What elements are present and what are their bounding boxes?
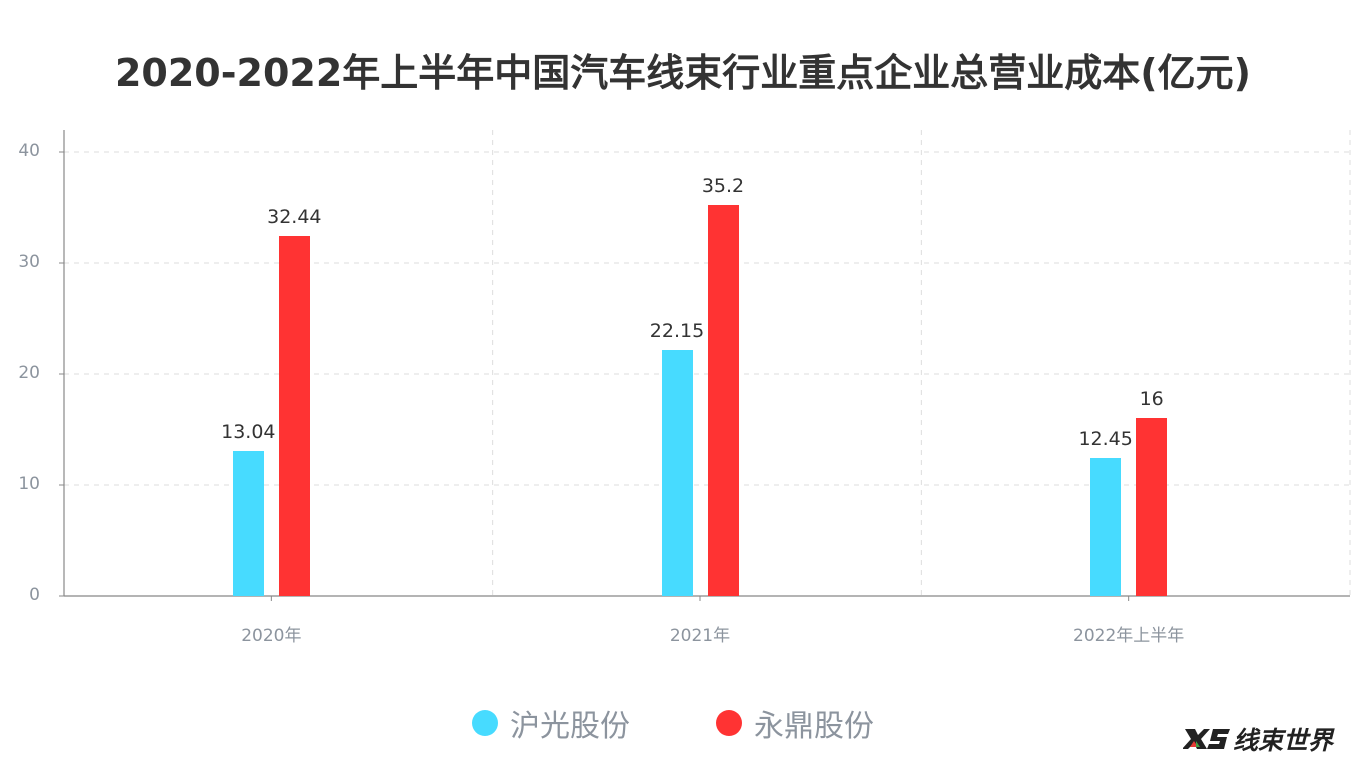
bar-yongding[interactable]	[278, 235, 310, 596]
legend-label: 沪光股份	[510, 709, 630, 744]
legend-dot-icon	[472, 710, 498, 736]
data-value-label: 22.15	[649, 320, 705, 343]
x-tick-label: 2021年	[669, 626, 731, 646]
bar-yongding[interactable]	[707, 205, 739, 596]
y-tick-label: 0	[29, 585, 40, 605]
y-tick-label: 20	[18, 363, 40, 383]
legend-item-hugang[interactable]: 沪光股份	[472, 701, 630, 745]
data-value-label: 35.2	[701, 175, 745, 198]
legend-item-yongding[interactable]: 永鼎股份	[716, 701, 874, 745]
watermark-logo: 线束世界	[1183, 721, 1333, 757]
x-tick-label: 2022年上半年	[1073, 626, 1185, 646]
bar-hugang[interactable]	[1090, 457, 1122, 596]
watermark-text: 线束世界	[1233, 726, 1334, 755]
legend-label: 永鼎股份	[754, 709, 874, 744]
legend-dot-icon	[716, 710, 742, 736]
y-tick-label: 10	[18, 474, 40, 494]
y-tick-label: 40	[18, 141, 40, 161]
bar-hugang[interactable]	[232, 451, 264, 596]
y-tick-label: 30	[18, 252, 40, 272]
x-tick-label: 2020年	[241, 626, 302, 646]
data-value-label: 16	[1139, 388, 1164, 411]
data-value-label: 32.44	[267, 205, 322, 228]
data-value-label: 13.04	[221, 421, 276, 444]
xs-logo-icon	[1183, 729, 1230, 749]
bar-hugang[interactable]	[661, 350, 693, 596]
legend: 沪光股份 永鼎股份	[0, 701, 1366, 745]
data-value-label: 12.45	[1078, 427, 1133, 450]
bar-yongding[interactable]	[1136, 418, 1168, 596]
chart-title: 2020-2022年上半年中国汽车线束行业重点企业总营业成本(亿元)	[114, 51, 1252, 95]
